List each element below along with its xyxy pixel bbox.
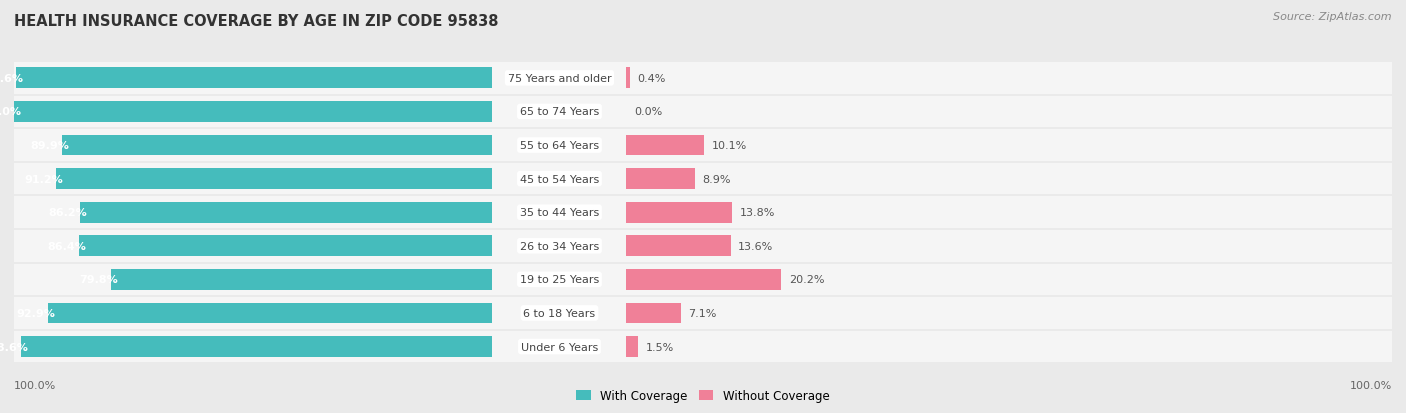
- Bar: [627, 169, 695, 190]
- Bar: [14, 102, 492, 123]
- Bar: [62, 135, 492, 156]
- Text: 10.1%: 10.1%: [711, 141, 747, 151]
- Text: 79.8%: 79.8%: [79, 275, 118, 285]
- Bar: [627, 269, 782, 290]
- Bar: [14, 230, 492, 262]
- Text: 98.6%: 98.6%: [0, 342, 28, 352]
- Bar: [492, 230, 627, 262]
- Text: 19 to 25 Years: 19 to 25 Years: [520, 275, 599, 285]
- Text: HEALTH INSURANCE COVERAGE BY AGE IN ZIP CODE 95838: HEALTH INSURANCE COVERAGE BY AGE IN ZIP …: [14, 14, 499, 29]
- Text: 100.0%: 100.0%: [14, 380, 56, 390]
- Text: 92.9%: 92.9%: [17, 308, 55, 318]
- Text: Source: ZipAtlas.com: Source: ZipAtlas.com: [1274, 12, 1392, 22]
- Bar: [14, 197, 492, 228]
- Text: 100.0%: 100.0%: [0, 107, 21, 117]
- Bar: [492, 130, 627, 161]
- Bar: [79, 236, 492, 256]
- Text: 45 to 54 Years: 45 to 54 Years: [520, 174, 599, 184]
- Bar: [492, 297, 627, 329]
- Bar: [14, 331, 492, 363]
- Bar: [492, 97, 627, 128]
- Bar: [627, 97, 1392, 128]
- Bar: [14, 97, 492, 128]
- Bar: [627, 236, 731, 256]
- Text: Under 6 Years: Under 6 Years: [520, 342, 598, 352]
- Text: 75 Years and older: 75 Years and older: [508, 74, 612, 84]
- Bar: [14, 164, 492, 195]
- Bar: [492, 331, 627, 363]
- Bar: [14, 264, 492, 295]
- Text: 1.5%: 1.5%: [645, 342, 673, 352]
- Bar: [627, 264, 1392, 295]
- Bar: [111, 269, 492, 290]
- Text: 0.0%: 0.0%: [634, 107, 662, 117]
- Bar: [492, 63, 627, 95]
- Text: 26 to 34 Years: 26 to 34 Years: [520, 241, 599, 251]
- Bar: [627, 230, 1392, 262]
- Text: 100.0%: 100.0%: [1350, 380, 1392, 390]
- Text: 20.2%: 20.2%: [789, 275, 824, 285]
- Text: 6 to 18 Years: 6 to 18 Years: [523, 308, 596, 318]
- Bar: [56, 169, 492, 190]
- Bar: [627, 336, 638, 357]
- Text: 99.6%: 99.6%: [0, 74, 22, 84]
- Bar: [627, 68, 630, 89]
- Bar: [492, 197, 627, 228]
- Text: 65 to 74 Years: 65 to 74 Years: [520, 107, 599, 117]
- Text: 86.2%: 86.2%: [49, 208, 87, 218]
- Bar: [80, 202, 492, 223]
- Bar: [492, 264, 627, 295]
- Text: 55 to 64 Years: 55 to 64 Years: [520, 141, 599, 151]
- Text: 35 to 44 Years: 35 to 44 Years: [520, 208, 599, 218]
- Bar: [627, 331, 1392, 363]
- Text: 86.4%: 86.4%: [48, 241, 86, 251]
- Bar: [627, 164, 1392, 195]
- Bar: [627, 297, 1392, 329]
- Text: 0.4%: 0.4%: [637, 74, 665, 84]
- Bar: [627, 303, 681, 323]
- Bar: [627, 135, 704, 156]
- Text: 91.2%: 91.2%: [24, 174, 63, 184]
- Bar: [492, 164, 627, 195]
- Bar: [48, 303, 492, 323]
- Text: 13.6%: 13.6%: [738, 241, 773, 251]
- Text: 89.9%: 89.9%: [31, 141, 69, 151]
- Bar: [14, 63, 492, 95]
- Bar: [627, 202, 733, 223]
- Text: 8.9%: 8.9%: [702, 174, 731, 184]
- Text: 13.8%: 13.8%: [740, 208, 775, 218]
- Bar: [21, 336, 492, 357]
- Bar: [15, 68, 492, 89]
- Bar: [14, 297, 492, 329]
- Legend: With Coverage, Without Coverage: With Coverage, Without Coverage: [572, 385, 834, 407]
- Bar: [627, 63, 1392, 95]
- Bar: [627, 197, 1392, 228]
- Bar: [14, 130, 492, 161]
- Bar: [627, 130, 1392, 161]
- Text: 7.1%: 7.1%: [689, 308, 717, 318]
